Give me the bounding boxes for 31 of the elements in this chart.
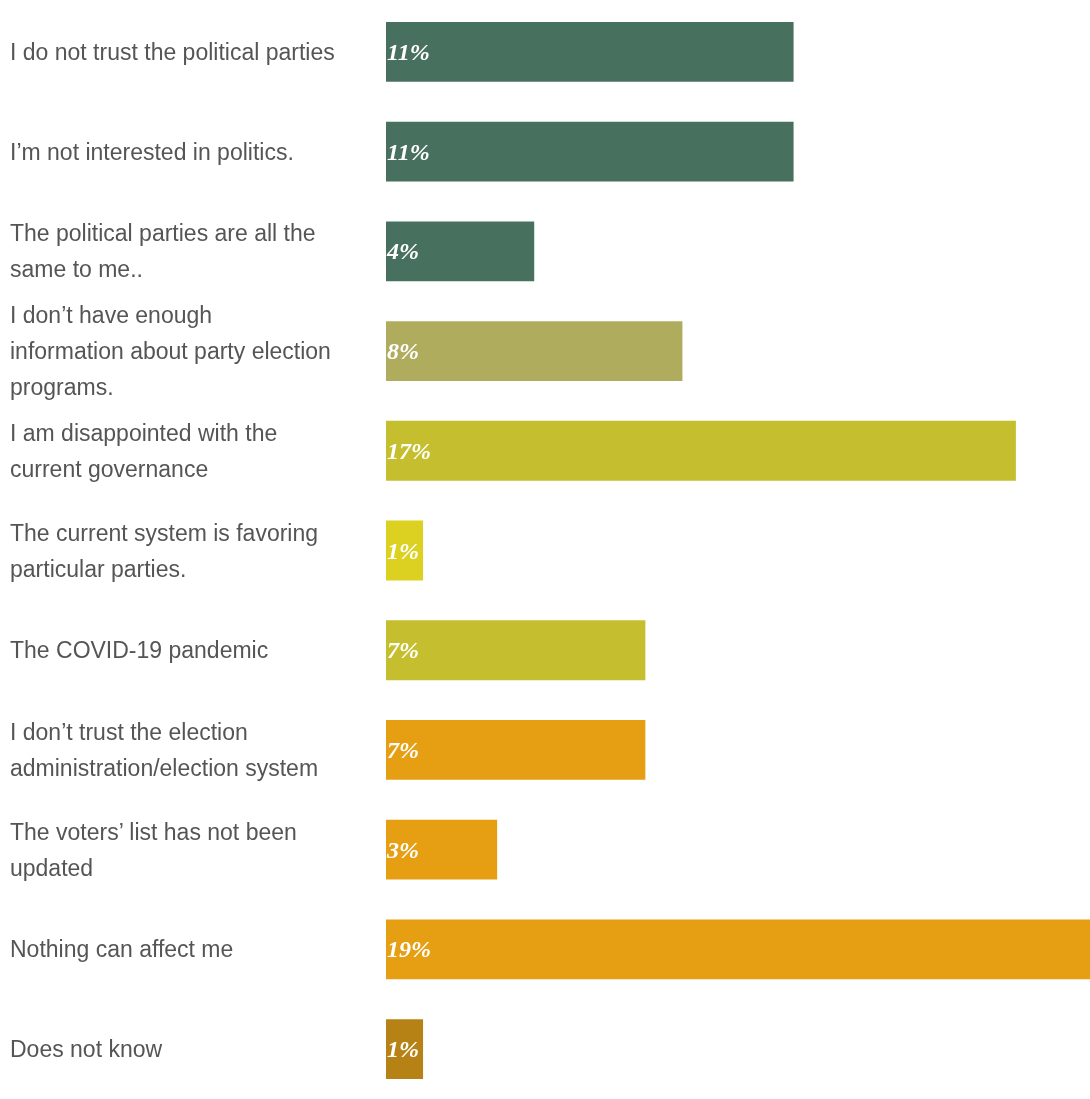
data-label: 17% [387, 437, 431, 464]
bar [386, 720, 646, 780]
data-label: 11% [387, 38, 430, 65]
bar [386, 819, 498, 880]
data-label: 19% [387, 936, 431, 963]
bar [386, 221, 535, 282]
y-tick-label: The voters’ list has not been updated [10, 818, 304, 881]
y-tick-label: The COVID-19 pandemic [10, 637, 269, 664]
bar [386, 21, 794, 82]
y-tick-label: I don’t trust the election administration/election system [10, 718, 319, 781]
y-tick-label: The political parties are all the same to me.. [10, 220, 322, 283]
y-tick-label: I’m not interested in politics. [10, 138, 294, 165]
y-tick-label: The current system is favoring particular parties. [10, 519, 325, 582]
bar [386, 919, 1090, 980]
y-tick-label: I don’t have enough information about party election programs. [10, 302, 338, 401]
bar [386, 420, 1016, 481]
data-label: 7% [387, 736, 419, 763]
bar [386, 121, 794, 182]
data-label: 4% [386, 238, 419, 265]
y-tick-label: Does not know [10, 1036, 163, 1063]
data-label: 3% [386, 836, 419, 863]
data-label: 11% [387, 138, 430, 165]
data-label: 1% [387, 1036, 419, 1063]
bar [386, 620, 646, 681]
y-tick-label: I am disappointed with the current governance [10, 419, 284, 482]
data-label: 8% [387, 338, 419, 365]
bar [386, 321, 683, 381]
data-label: 7% [387, 637, 419, 664]
data-label: 1% [387, 537, 419, 564]
y-tick-label: I do not trust the political parties [10, 38, 335, 65]
y-tick-label: Nothing can affect me [10, 936, 234, 963]
